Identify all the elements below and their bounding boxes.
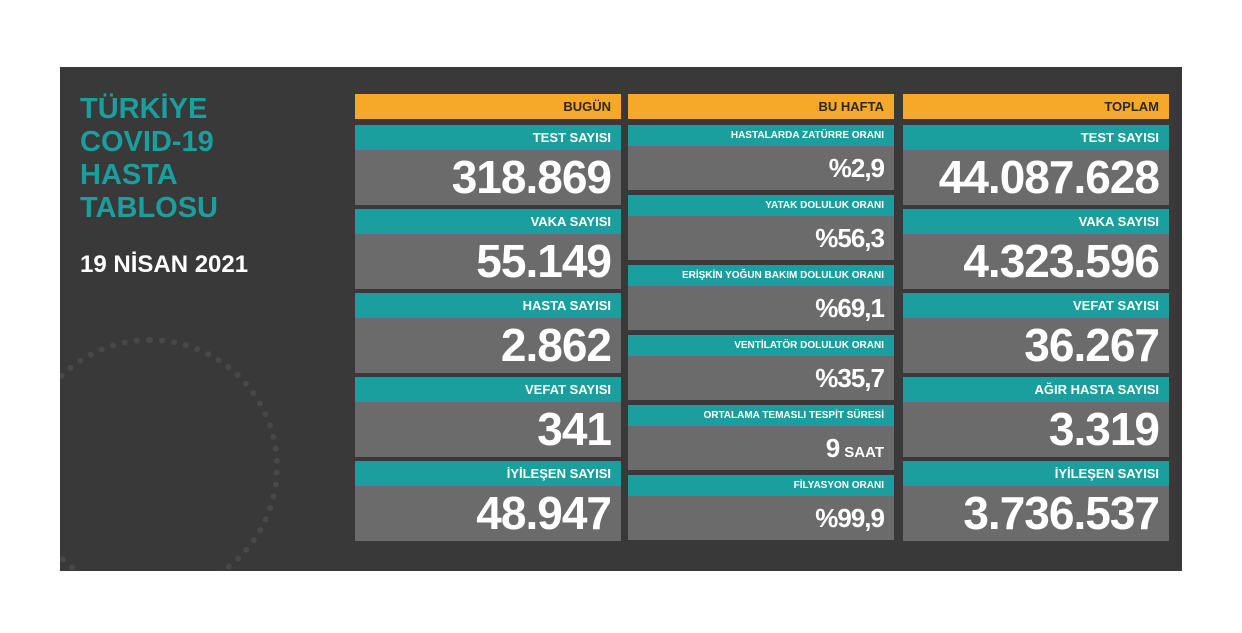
value-text: %69,1 (815, 293, 885, 323)
value-text: %99,9 (815, 503, 885, 533)
value-text: %35,7 (815, 363, 885, 393)
cell-label: AĞIR HASTA SAYISI (903, 377, 1169, 402)
cell-value: 48.947 (355, 486, 621, 541)
value-text: 55.149 (476, 235, 612, 287)
cell-label: ERİŞKİN YOĞUN BAKIM DOLULUK ORANI (628, 265, 894, 286)
cell-label: VENTİLATÖR DOLULUK ORANI (628, 335, 894, 356)
value-text: %2,9 (828, 153, 885, 183)
cell-label: VAKA SAYISI (355, 209, 621, 234)
title-line: COVID-19 (80, 126, 214, 158)
value-text: 3.736.537 (963, 487, 1160, 539)
cell-value: 3.319 (903, 402, 1169, 457)
value-text: 48.947 (476, 487, 612, 539)
emblem-decoration (60, 337, 280, 571)
cell-value: %56,3 (628, 216, 894, 260)
date: 19 NİSAN 2021 (80, 251, 249, 278)
cell-label: TEST SAYISI (903, 125, 1169, 150)
cell-value: 55.149 (355, 234, 621, 289)
value-unit: SAAT (844, 444, 884, 461)
cell-value: 341 (355, 402, 621, 457)
value-text: 3.319 (1048, 403, 1160, 455)
value-text: 2.862 (500, 319, 612, 371)
value-text: 341 (537, 403, 612, 455)
cell-label: VAKA SAYISI (903, 209, 1169, 234)
value-text: 318.869 (451, 151, 612, 203)
cell-value: %99,9 (628, 496, 894, 540)
cell-value: %69,1 (628, 286, 894, 330)
value-text: 9 (825, 433, 841, 463)
cell-value: %35,7 (628, 356, 894, 400)
cell-label: YATAK DOLULUK ORANI (628, 195, 894, 216)
cell-value: %2,9 (628, 146, 894, 190)
cell-label: HASTA SAYISI (355, 293, 621, 318)
cell-label: ORTALAMA TEMASLI TESPİT SÜRESİ (628, 405, 894, 426)
cell-label: TEST SAYISI (355, 125, 621, 150)
value-text: %56,3 (815, 223, 885, 253)
value-text: 44.087.628 (938, 151, 1160, 203)
title-line: HASTA (80, 159, 178, 191)
value-text: 4.323.596 (963, 235, 1160, 287)
cell-value: 9 SAAT (628, 426, 894, 470)
cell-value: 2.862 (355, 318, 621, 373)
cell-value: 3.736.537 (903, 486, 1169, 541)
cell-value: 4.323.596 (903, 234, 1169, 289)
column-header: BUGÜN (355, 94, 621, 119)
cell-value: 36.267 (903, 318, 1169, 373)
title-line: TÜRKİYE (80, 93, 208, 125)
column-header: BU HAFTA (628, 94, 894, 119)
title-line: TABLOSU (80, 192, 219, 224)
cell-label: HASTALARDA ZATÜRRE ORANI (628, 125, 894, 146)
cell-value: 318.869 (355, 150, 621, 205)
cell-label: FİLYASYON ORANI (628, 475, 894, 496)
dashboard-panel: TÜRKİYE COVID-19 HASTA TABLOSU 19 NİSAN 2021… (60, 67, 1182, 571)
cell-label: İYİLEŞEN SAYISI (355, 461, 621, 486)
value-text: 36.267 (1024, 319, 1160, 371)
cell-label: VEFAT SAYISI (355, 377, 621, 402)
column-header: TOPLAM (903, 94, 1169, 119)
cell-value: 44.087.628 (903, 150, 1169, 205)
cell-label: VEFAT SAYISI (903, 293, 1169, 318)
cell-label: İYİLEŞEN SAYISI (903, 461, 1169, 486)
